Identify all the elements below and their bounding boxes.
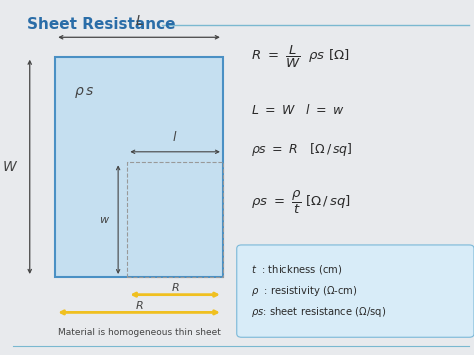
Bar — [128, 163, 223, 277]
Text: $\rho s\ =\ R\quad [\Omega\,/\,sq]$: $\rho s\ =\ R\quad [\Omega\,/\,sq]$ — [251, 141, 353, 158]
Text: $t\ \ $: thickness (cm): $t\ \ $: thickness (cm) — [251, 263, 342, 276]
Text: $R$: $R$ — [135, 299, 144, 311]
Text: $L$: $L$ — [135, 15, 144, 28]
Bar — [55, 57, 223, 277]
Text: Material is homogeneous thin sheet: Material is homogeneous thin sheet — [58, 328, 220, 337]
Text: Sheet Resistance: Sheet Resistance — [27, 17, 176, 32]
Text: $W$: $W$ — [2, 160, 18, 174]
Text: $\rho s$: sheet resistance ($\Omega$/sq): $\rho s$: sheet resistance ($\Omega$/sq) — [251, 305, 386, 319]
Text: $R$: $R$ — [171, 281, 180, 293]
FancyBboxPatch shape — [237, 245, 474, 337]
Text: $l$: $l$ — [173, 130, 178, 144]
Text: $w$: $w$ — [99, 215, 110, 225]
Text: $R\ =\ \dfrac{L}{W}\ \ \rho s\ [\Omega]$: $R\ =\ \dfrac{L}{W}\ \ \rho s\ [\Omega]$ — [251, 44, 349, 70]
Text: $\rho\ \ $: resistivity ($\Omega$-cm): $\rho\ \ $: resistivity ($\Omega$-cm) — [251, 284, 357, 298]
Text: $\rho s\ =\ \dfrac{\rho}{t}\ [\Omega\,/\,sq]$: $\rho s\ =\ \dfrac{\rho}{t}\ [\Omega\,/\… — [251, 189, 351, 216]
Text: $L\ =\ W\quad l\ =\ w$: $L\ =\ W\quad l\ =\ w$ — [251, 103, 345, 117]
Text: $\rho\,s$: $\rho\,s$ — [74, 85, 94, 100]
